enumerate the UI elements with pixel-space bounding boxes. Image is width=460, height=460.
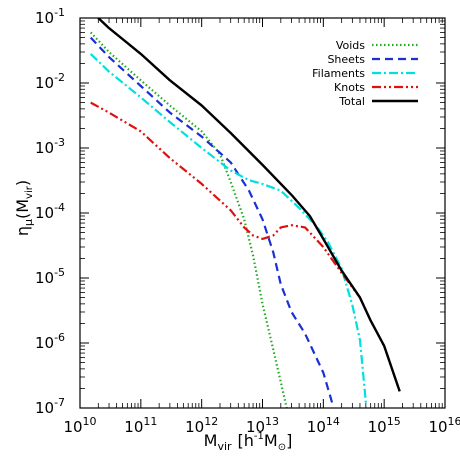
legend-label-total: Total	[338, 95, 365, 108]
y-tick-label: 10-5	[35, 266, 65, 287]
x-tick-label: 1014	[307, 415, 340, 436]
y-tick-label: 10-6	[35, 331, 65, 352]
x-tick-label: 1016	[428, 415, 460, 436]
y-axis-label: ημ(Mvir)	[13, 180, 35, 236]
y-tick-label: 10-4	[35, 201, 65, 222]
y-tick-label: 10-1	[35, 6, 65, 27]
y-tick-label: 10-3	[35, 136, 65, 157]
series-line-voids	[89, 31, 288, 408]
series-line-sheets	[89, 36, 334, 404]
x-axis-ticks: 1010 1011 1012 1013 1014 1015 1016	[63, 18, 460, 436]
y-tick-label: 10-7	[35, 396, 65, 417]
x-tick-label: 1015	[368, 415, 401, 436]
plot-lines	[89, 18, 401, 408]
x-tick-label: 1010	[63, 415, 96, 436]
series-line-filaments	[89, 53, 367, 404]
x-axis-label: Mvir [h-1M⊙]	[204, 431, 293, 453]
series-line-total	[97, 18, 401, 392]
legend-label-sheets: Sheets	[327, 53, 365, 66]
legend-label-voids: Voids	[336, 39, 365, 52]
x-tick-label: 1011	[124, 415, 157, 436]
y-axis-ticks: 10-7 10-6 10-5 10-4 10-3 10-2 10-1	[35, 6, 445, 417]
legend-label-filaments: Filaments	[312, 67, 365, 80]
legend-label-knots: Knots	[334, 81, 365, 94]
y-tick-label: 10-2	[35, 71, 65, 92]
x-tick-label: 1013	[246, 415, 279, 436]
x-tick-label: 1012	[185, 415, 218, 436]
plot-frame	[79, 17, 446, 409]
